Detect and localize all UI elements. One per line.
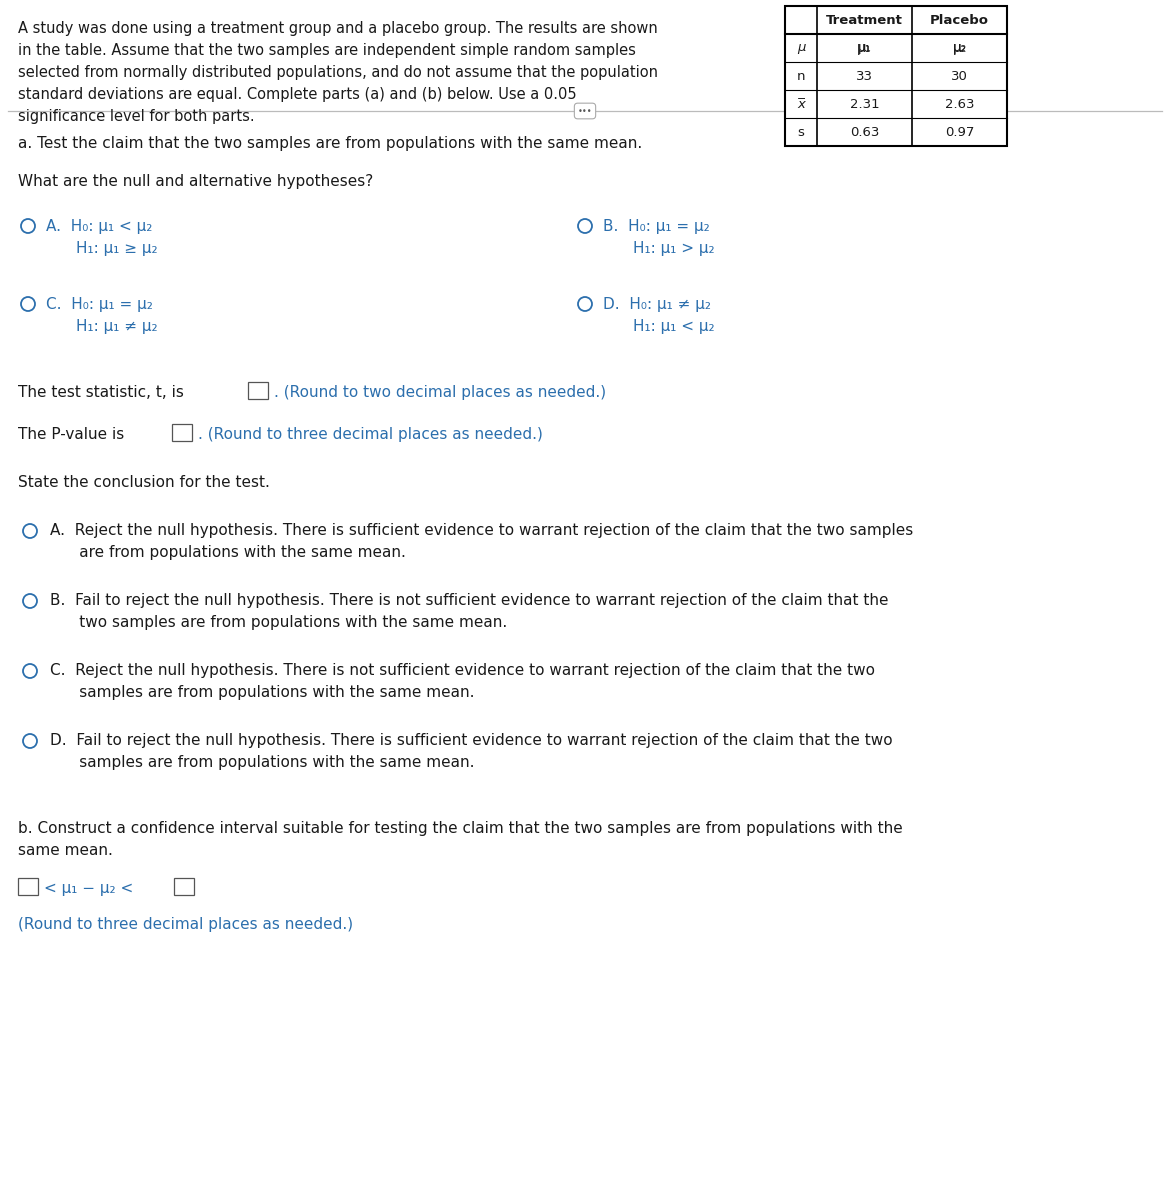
Text: 0.63: 0.63	[849, 125, 879, 138]
Text: Treatment: Treatment	[826, 13, 903, 26]
Text: a. Test the claim that the two samples are from populations with the same mean.: a. Test the claim that the two samples a…	[18, 136, 642, 150]
Text: 2.31: 2.31	[849, 98, 880, 111]
Bar	[248, 382, 268, 399]
Text: 30: 30	[951, 70, 968, 83]
Bar	[172, 424, 192, 441]
Text: The test statistic, t, is: The test statistic, t, is	[18, 385, 184, 400]
Text: s: s	[798, 125, 805, 138]
Text: The P-value is: The P-value is	[18, 427, 124, 442]
Text: B.  H₀: μ₁ = μ₂: B. H₀: μ₁ = μ₂	[603, 219, 710, 234]
Text: B.  Fail to reject the null hypothesis. There is not sufficient evidence to warr: B. Fail to reject the null hypothesis. T…	[50, 594, 888, 608]
Text: selected from normally distributed populations, and do not assume that the popul: selected from normally distributed popul…	[18, 65, 658, 79]
Text: μ₁: μ₁	[858, 41, 872, 54]
Text: . (Round to two decimal places as needed.): . (Round to two decimal places as needed…	[274, 385, 606, 400]
Bar	[18, 878, 37, 895]
Text: samples are from populations with the same mean.: samples are from populations with the sa…	[50, 755, 475, 771]
Text: μ: μ	[797, 41, 805, 54]
Text: What are the null and alternative hypotheses?: What are the null and alternative hypoth…	[18, 175, 373, 189]
Text: H₁: μ₁ ≥ μ₂: H₁: μ₁ ≥ μ₂	[76, 241, 158, 256]
Text: H₁: μ₁ ≠ μ₂: H₁: μ₁ ≠ μ₂	[76, 319, 158, 334]
Text: D.  H₀: μ₁ ≠ μ₂: D. H₀: μ₁ ≠ μ₂	[603, 297, 711, 312]
Text: 33: 33	[856, 70, 873, 83]
Text: (Round to three decimal places as needed.): (Round to three decimal places as needed…	[18, 917, 353, 932]
Text: are from populations with the same mean.: are from populations with the same mean.	[50, 545, 406, 560]
Text: two samples are from populations with the same mean.: two samples are from populations with th…	[50, 615, 508, 630]
Text: H₁: μ₁ < μ₂: H₁: μ₁ < μ₂	[633, 319, 715, 334]
Text: samples are from populations with the same mean.: samples are from populations with the sa…	[50, 685, 475, 700]
Text: 2.63: 2.63	[944, 98, 975, 111]
Text: C.  H₀: μ₁ = μ₂: C. H₀: μ₁ = μ₂	[46, 297, 153, 312]
Text: x̅: x̅	[797, 98, 805, 111]
Text: C.  Reject the null hypothesis. There is not sufficient evidence to warrant reje: C. Reject the null hypothesis. There is …	[50, 663, 875, 678]
Text: μ₂: μ₂	[952, 41, 966, 55]
Text: μ₂: μ₂	[952, 41, 966, 54]
Bar	[785, 6, 1007, 146]
Text: b. Construct a confidence interval suitable for testing the claim that the two s: b. Construct a confidence interval suita…	[18, 821, 903, 836]
Text: n: n	[797, 70, 805, 83]
Text: < μ₁ − μ₂ <: < μ₁ − μ₂ <	[44, 881, 133, 896]
Text: State the conclusion for the test.: State the conclusion for the test.	[18, 476, 270, 490]
Text: Placebo: Placebo	[930, 13, 989, 26]
Text: A study was done using a treatment group and a placebo group. The results are sh: A study was done using a treatment group…	[18, 20, 658, 36]
Text: A.  H₀: μ₁ < μ₂: A. H₀: μ₁ < μ₂	[46, 219, 152, 234]
Text: . (Round to three decimal places as needed.): . (Round to three decimal places as need…	[198, 427, 543, 442]
Text: H₁: μ₁ > μ₂: H₁: μ₁ > μ₂	[633, 241, 715, 256]
Text: •••: •••	[578, 106, 592, 116]
Text: significance level for both parts.: significance level for both parts.	[18, 110, 255, 124]
Text: in the table. Assume that the two samples are independent simple random samples: in the table. Assume that the two sample…	[18, 43, 635, 58]
Text: 0.97: 0.97	[945, 125, 975, 138]
Bar	[174, 878, 194, 895]
Text: same mean.: same mean.	[18, 843, 112, 858]
Text: A.  Reject the null hypothesis. There is sufficient evidence to warrant rejectio: A. Reject the null hypothesis. There is …	[50, 523, 914, 538]
Text: D.  Fail to reject the null hypothesis. There is sufficient evidence to warrant : D. Fail to reject the null hypothesis. T…	[50, 733, 893, 748]
Text: standard deviations are equal. Complete parts (a) and (b) below. Use a 0.05: standard deviations are equal. Complete …	[18, 87, 577, 102]
Text: μ₁: μ₁	[858, 41, 872, 55]
